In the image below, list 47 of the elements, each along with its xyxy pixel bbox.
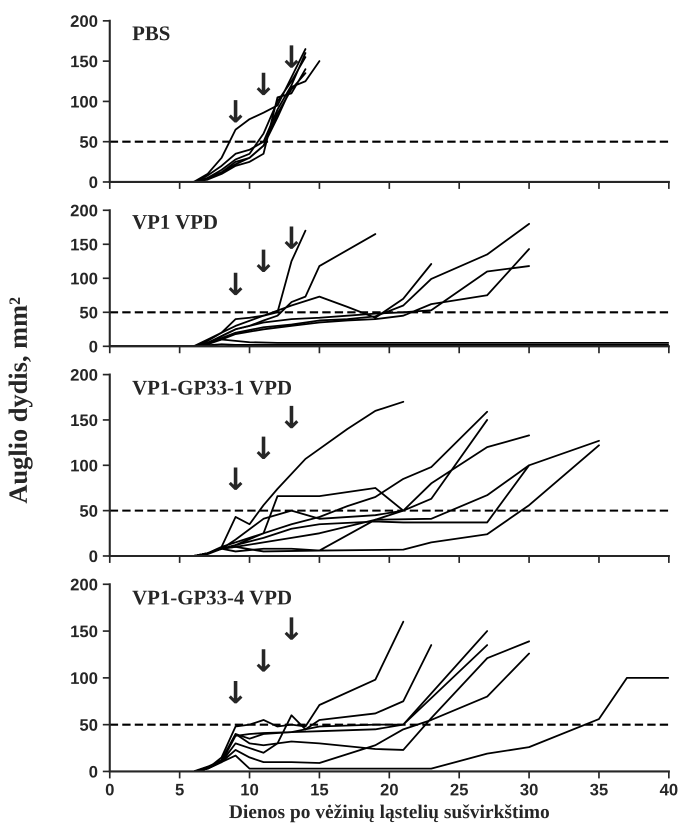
y-tick-label: 200 bbox=[70, 578, 98, 590]
y-tick-label: 200 bbox=[70, 369, 98, 381]
y-tick-label: 0 bbox=[89, 340, 98, 353]
y-tick-label: 200 bbox=[70, 204, 98, 216]
chart-title: VP1-GP33-1 VPD bbox=[132, 380, 292, 395]
y-axis-title: Auglio dydis, mm² bbox=[8, 298, 33, 504]
x-tick-label: 15 bbox=[311, 784, 328, 796]
x-tick-label: 0 bbox=[106, 784, 114, 796]
y-tick-label: 0 bbox=[89, 550, 98, 562]
annotation: ↓ bbox=[284, 45, 298, 68]
annotation: ↓ bbox=[256, 436, 270, 460]
chart-title: PBS bbox=[132, 26, 170, 40]
annotation: ↓ bbox=[284, 406, 298, 428]
annotation: ↓ bbox=[256, 72, 270, 96]
x-tick-label: 35 bbox=[590, 784, 608, 796]
y-tick-label: 50 bbox=[80, 136, 98, 148]
y-tick-label: 50 bbox=[80, 719, 98, 731]
annotation: ↓ bbox=[284, 226, 298, 249]
annotation: ↓ bbox=[256, 649, 270, 672]
x-tick-label: 25 bbox=[450, 784, 468, 796]
x-tick-label: 30 bbox=[520, 784, 538, 796]
x-tick-label: 40 bbox=[660, 784, 678, 796]
y-tick-label: 200 bbox=[70, 15, 98, 28]
x-tick-label: 10 bbox=[241, 784, 258, 796]
y-tick-label: 100 bbox=[71, 96, 98, 108]
x-tick-label: 5 bbox=[176, 784, 184, 796]
chart-title: VP1 VPD bbox=[132, 215, 217, 230]
annotation: ↓ bbox=[228, 467, 242, 490]
y-tick-label: 150 bbox=[71, 238, 98, 250]
y-tick-label: 150 bbox=[71, 56, 98, 68]
x-tick-label: 20 bbox=[380, 784, 398, 796]
chart-title: VP1-GP33-4 VPD bbox=[132, 590, 292, 605]
y-tick-label: 150 bbox=[71, 625, 98, 638]
annotation: ↓ bbox=[256, 250, 270, 272]
y-tick-label: 0 bbox=[89, 176, 98, 188]
y-tick-label: 50 bbox=[80, 505, 98, 517]
y-tick-label: 100 bbox=[71, 672, 98, 684]
annotation: ↓ bbox=[228, 100, 242, 123]
y-tick-label: 50 bbox=[80, 306, 98, 318]
x-axis-title: Dienos po vėžinių ląstelių sušvirkštimo bbox=[229, 804, 549, 822]
annotation: ↓ bbox=[228, 272, 242, 296]
y-tick-label: 100 bbox=[71, 460, 98, 472]
annotation: ↓ bbox=[284, 617, 298, 640]
y-tick-label: 0 bbox=[89, 766, 98, 778]
annotation: ↓ bbox=[228, 681, 242, 704]
y-tick-label: 150 bbox=[71, 414, 98, 426]
y-tick-label: 100 bbox=[71, 272, 98, 284]
